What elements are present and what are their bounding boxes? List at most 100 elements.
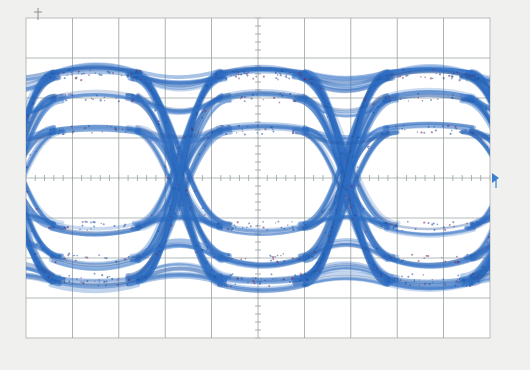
eye-trace [126,126,233,279]
eye-trace [302,97,389,261]
trace-noise-dot [430,98,432,101]
trace-noise-dot [81,72,83,75]
trace-noise-dot [34,257,36,260]
eye-trace [303,76,391,284]
trace-noise-dot [256,94,258,96]
trace-noise-dot [460,76,462,78]
trace-noise-dot [131,72,134,75]
eye-trace [460,130,490,158]
eye-trace [303,215,390,228]
eye-trace [26,99,57,116]
trace-noise-dot [64,227,67,230]
trace-noise-dot [124,258,127,261]
eye-trace [464,205,490,230]
trace-noise-dot [19,183,21,185]
trace-noise-dot [140,275,143,277]
eye-trace [135,77,224,284]
eye-trace [26,71,55,85]
trace-noise-dot [213,275,216,278]
trace-noise-dot [101,274,104,277]
trace-noise-dot [148,102,150,105]
trace-noise-dot [217,77,220,79]
eye-trace [26,216,56,229]
trace-noise-dot [203,241,206,243]
trace-noise-dot [448,74,451,78]
trace-noise-dot [485,108,488,111]
trace-noise-dot [515,177,516,178]
trace-noise-dot [448,224,451,226]
trace-noise-dot [476,77,480,80]
trace-noise-dot [328,240,331,243]
eye-trace [26,240,55,257]
eye-trace [129,69,227,259]
eye-trace [470,259,490,283]
eye-trace [469,255,490,283]
trace-noise-dot [249,225,252,228]
trace-noise-dot [319,88,322,90]
eye-trace [136,244,224,264]
trace-noise-dot [527,219,529,221]
trace-noise-dot [522,130,524,132]
trace-noise-dot [230,257,233,260]
trace-noise-dot [472,222,474,224]
trace-noise-dot [287,224,289,226]
trace-noise-dot [291,130,294,132]
trace-noise-dot [225,77,228,80]
trace-noise-dot [167,173,170,176]
eye-trace [135,129,223,230]
trace-noise-dot [246,226,248,228]
eye-trace [215,121,308,130]
trace-noise-dot [424,282,427,285]
eye-trace [468,74,490,87]
eye-trace [383,66,475,75]
eye-trace [26,240,64,283]
eye-trace [469,242,490,257]
eye-trace [26,93,64,147]
trace-noise-dot [511,161,513,163]
trace-noise-dot [215,81,217,83]
eye-trace [26,98,56,115]
eye-trace [469,130,490,145]
eye-trace [26,128,57,141]
trace-noise-dot [99,99,102,102]
eye-trace [470,238,490,258]
eye-trace [469,94,490,110]
eye-trace [26,235,65,281]
eye-trace [469,241,490,262]
trace-noise-dot [111,277,114,281]
trace-noise-dot [164,121,167,123]
trace-noise-dot [299,279,302,282]
eye-trace [218,282,310,292]
trace-noise-dot [227,254,230,257]
trace-noise-dot [124,223,127,226]
trace-noise-dot [50,283,53,285]
eye-trace [136,92,224,113]
eye-trace [215,66,308,75]
eye-trace [135,97,223,262]
trace-noise-dot [275,278,277,280]
trace-noise-dot [379,272,383,275]
eye-trace [26,227,59,279]
eye-trace [125,93,231,256]
trace-noise-dot [401,259,403,262]
eye-trace [461,254,490,286]
trace-noise-dot [459,277,461,279]
trace-noise-dot [221,276,223,278]
eye-trace [26,267,57,282]
trace-noise-dot [106,276,109,279]
trace-noise-dot [429,77,433,80]
eye-trace [125,128,231,280]
eye-trace [469,213,490,226]
trace-noise-dot [433,228,436,231]
trace-noise-dot [6,150,8,152]
eye-trace [384,279,477,291]
eye-trace [470,76,490,88]
trace-noise-dot [495,190,496,191]
eye-trace [460,255,490,284]
eye-trace [48,70,140,78]
trace-noise-dot [14,175,16,177]
trace-noise-dot [477,280,480,283]
trace-noise-dot [71,131,74,134]
trace-noise-dot [351,217,354,220]
eye-trace [299,77,396,283]
